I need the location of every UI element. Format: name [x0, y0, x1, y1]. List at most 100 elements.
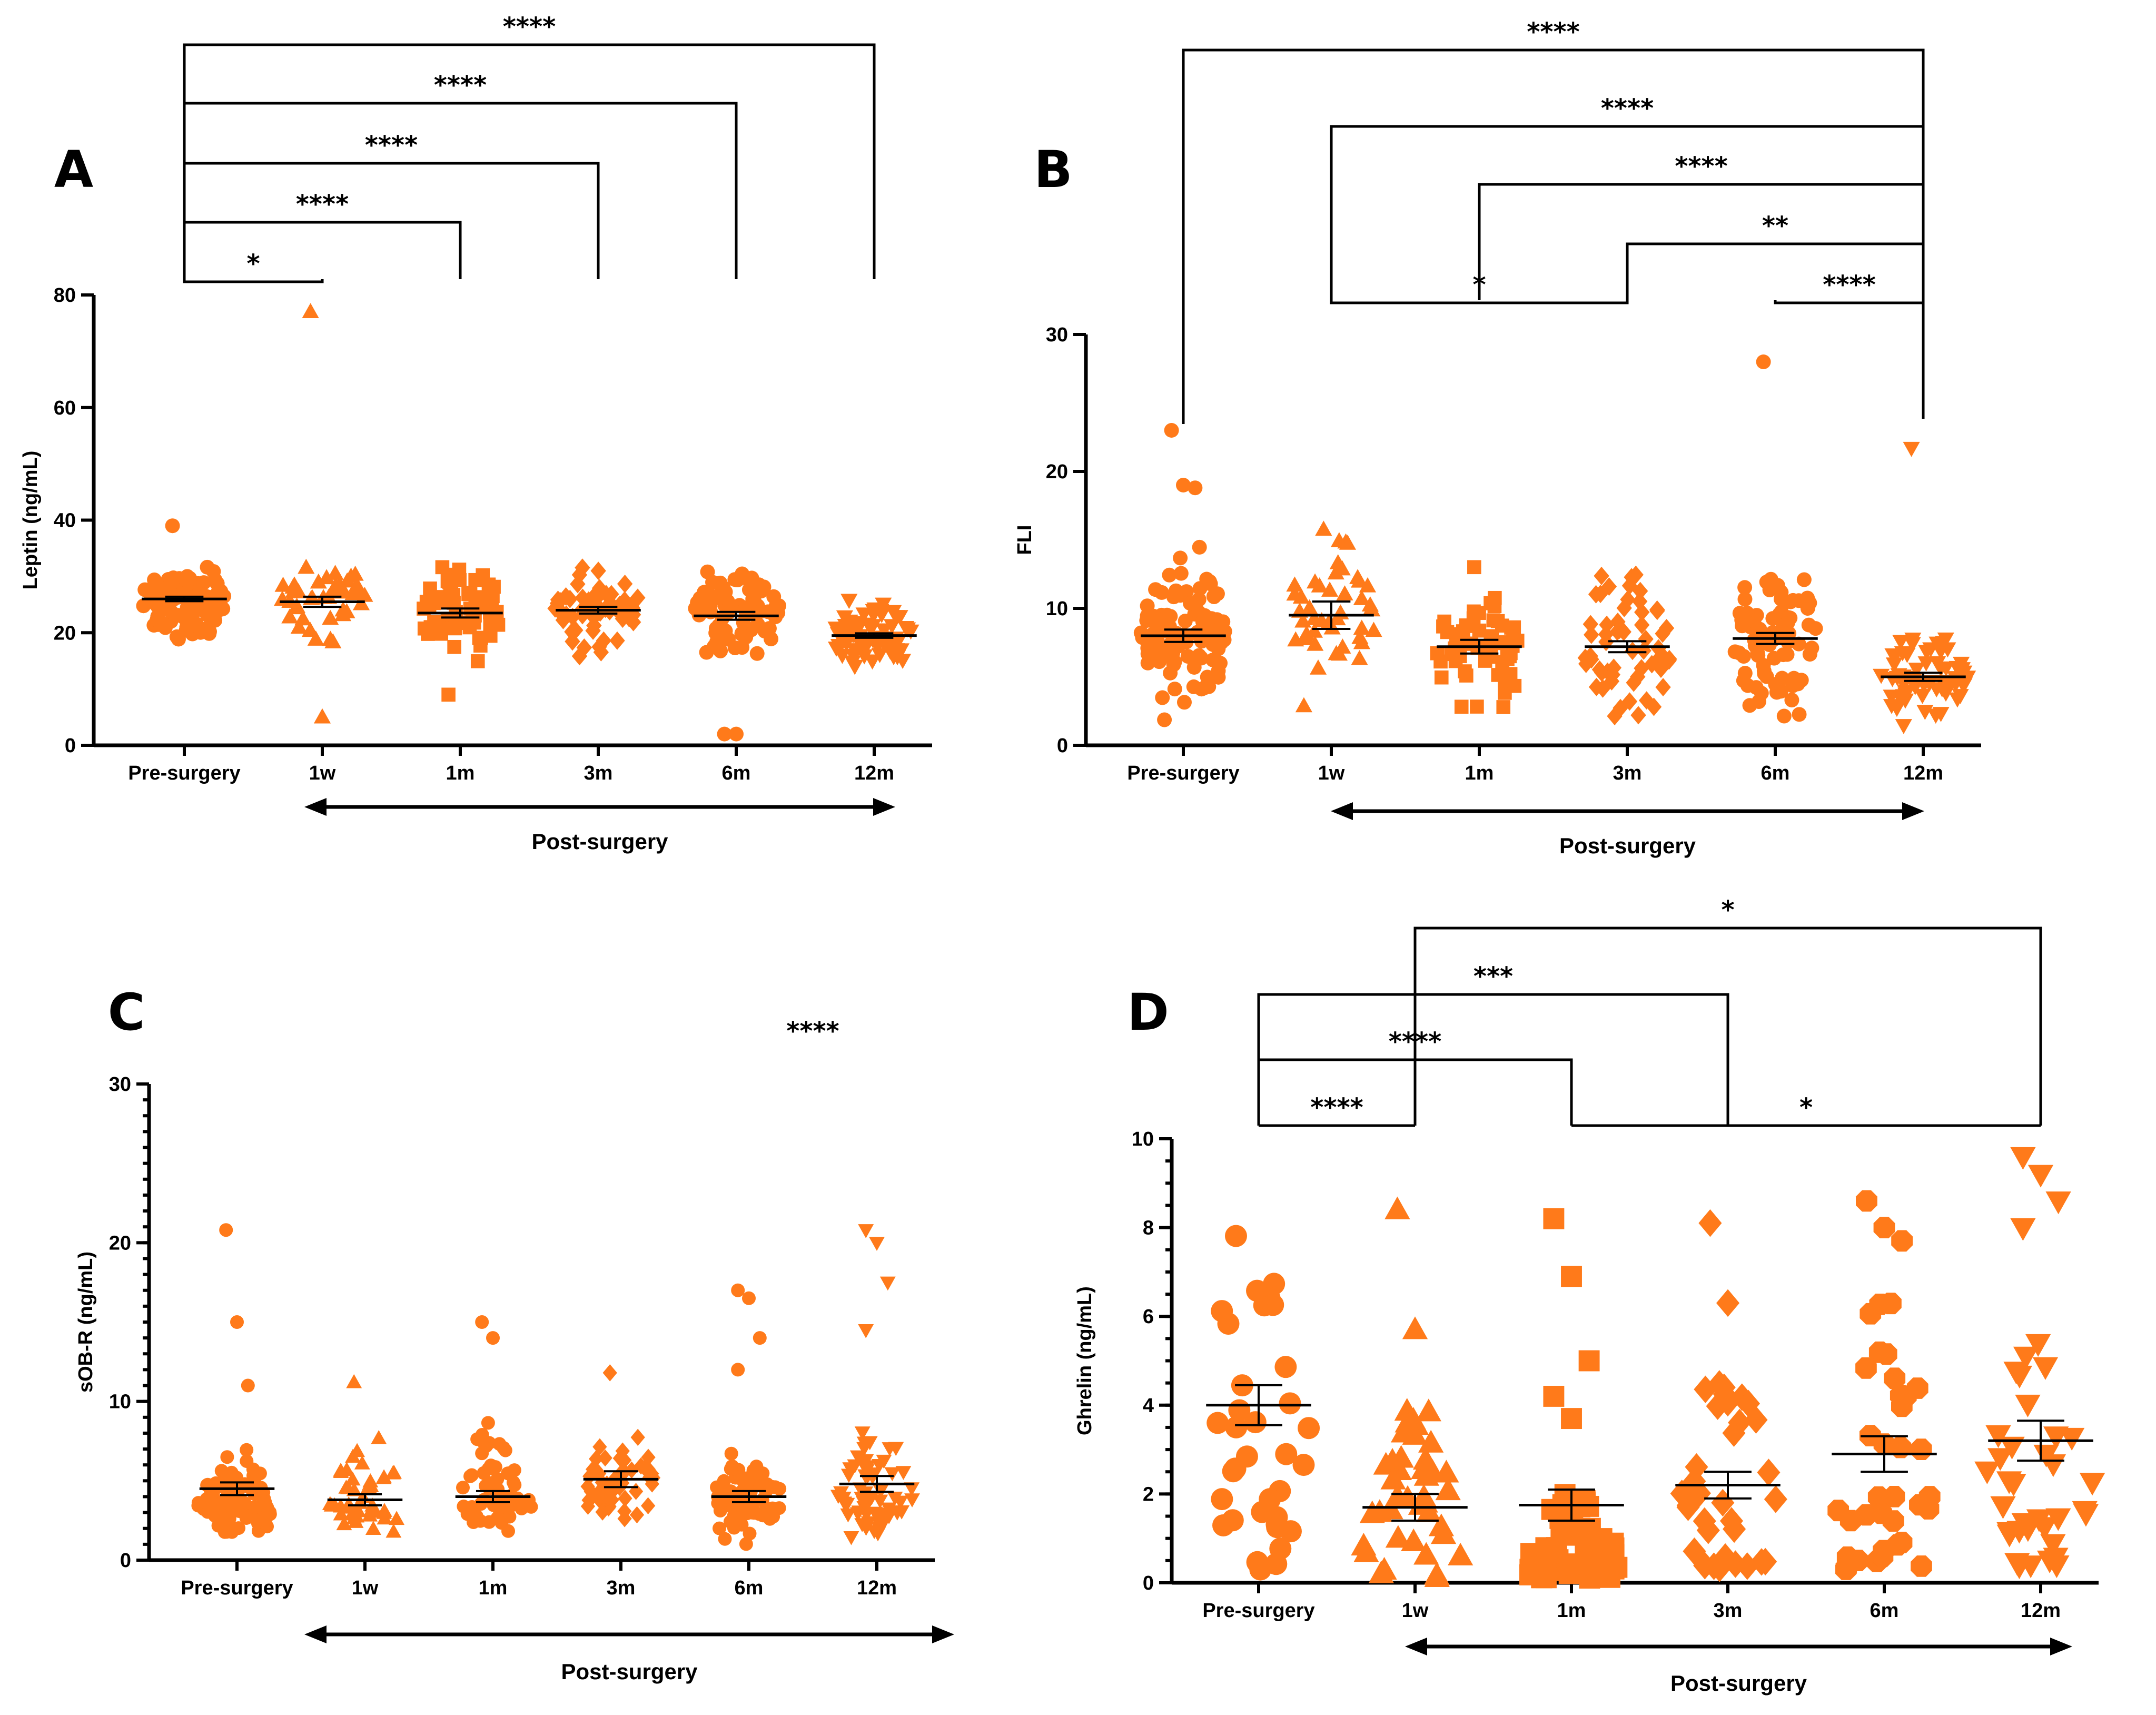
data-point: [1625, 642, 1640, 661]
data-point: [1616, 598, 1632, 617]
data-point: [1221, 1509, 1244, 1532]
data-point-outlier: [1176, 478, 1191, 492]
data-point: [1916, 705, 1934, 720]
y-tick-label: 20: [1046, 461, 1068, 483]
data-point: [310, 573, 327, 589]
arrow-left-head: [304, 798, 327, 816]
data-point: [481, 1476, 496, 1490]
data-point: [1728, 1408, 1752, 1437]
data-point: [1630, 667, 1646, 686]
data-point: [1762, 583, 1777, 598]
significance-stars: *: [1799, 1093, 1813, 1122]
significance-stars: ***: [1473, 962, 1513, 991]
data-point: [1279, 1392, 1301, 1415]
arrow-left-head: [1405, 1638, 1427, 1655]
x-axis-label: Post-surgery: [561, 1659, 698, 1684]
data-point: [1437, 614, 1451, 629]
data-point: [1413, 1542, 1439, 1565]
data-point: [1712, 1373, 1736, 1402]
arrow-left-head: [1331, 802, 1353, 820]
data-point: [864, 654, 881, 670]
data-point: [1706, 1392, 1729, 1420]
data-point-outlier: [1561, 1408, 1582, 1430]
data-point-outlier: [1856, 1190, 1877, 1212]
data-point-outlier: [2045, 1191, 2071, 1215]
data-point-outlier: [879, 1276, 896, 1291]
data-point: [837, 619, 854, 634]
series-12m: [1873, 441, 1976, 734]
data-point: [1685, 1453, 1708, 1481]
x-tick-label: 12m: [854, 762, 894, 784]
significance-bracket: *: [1413, 895, 2042, 1126]
data-point: [1388, 1445, 1414, 1468]
data-point: [1496, 700, 1511, 714]
data-point: [1166, 589, 1181, 605]
data-point: [589, 1450, 604, 1467]
significance-stars: ****: [503, 12, 556, 42]
data-point-outlier: [1698, 1209, 1722, 1237]
significance-stars: ****: [786, 1017, 839, 1046]
significance-bracket: ****: [183, 12, 876, 279]
data-point: [1448, 1543, 1473, 1566]
data-point: [2043, 1548, 2069, 1571]
series-Pre-surgery: [136, 518, 232, 647]
data-point: [1835, 1557, 1857, 1579]
data-point: [1737, 580, 1753, 595]
data-point: [1161, 624, 1176, 639]
series-12m: [827, 594, 919, 675]
significance-bracket: ****: [1257, 1027, 1573, 1126]
data-point: [419, 595, 434, 609]
data-point: [1292, 1454, 1315, 1476]
data-point: [836, 1496, 853, 1511]
data-point: [571, 565, 588, 584]
data-point-outlier: [731, 1363, 745, 1377]
data-point: [1603, 1558, 1625, 1580]
significance-stars: ****: [1527, 17, 1579, 47]
x-tick-label: 6m: [735, 1577, 764, 1599]
data-point: [222, 1512, 236, 1526]
data-point: [1454, 699, 1469, 714]
data-point: [1593, 585, 1608, 604]
data-point: [736, 1501, 750, 1515]
panel-letter: D: [1127, 983, 1169, 1042]
y-tick-label: 0: [120, 1550, 131, 1572]
data-point: [856, 1442, 873, 1456]
x-tick-label: Pre-surgery: [128, 762, 240, 784]
data-point: [1696, 1516, 1720, 1544]
data-point: [1578, 654, 1594, 673]
data-point: [1279, 1520, 1302, 1543]
data-point: [1895, 719, 1912, 734]
data-point: [1906, 680, 1924, 695]
data-point: [847, 1459, 863, 1474]
series-3m: [1670, 1209, 1787, 1582]
significance-bracket: ****: [1259, 1093, 1415, 1127]
data-point: [1200, 669, 1215, 685]
data-point: [1749, 1548, 1774, 1576]
data-point: [1827, 1500, 1849, 1522]
bracket-line: [1330, 300, 1629, 304]
y-tick-label: 4: [1143, 1395, 1154, 1417]
series-1w: [322, 1374, 405, 1538]
significance-bracket: *: [1330, 270, 1629, 304]
data-point: [871, 648, 888, 663]
series-Pre-surgery: [1133, 423, 1232, 727]
data-point-outlier: [313, 708, 331, 724]
x-tick-label: 6m: [722, 762, 751, 784]
data-point: [850, 1507, 866, 1522]
data-point: [849, 1450, 866, 1465]
x-tick-label: 1w: [1402, 1600, 1429, 1622]
data-point: [713, 1503, 727, 1517]
series-6m: [688, 564, 787, 742]
data-point: [1927, 708, 1944, 724]
data-point: [840, 1468, 857, 1483]
data-point: [1999, 1436, 2025, 1460]
x-tick-label: 3m: [584, 762, 613, 784]
x-tick-label: Pre-surgery: [181, 1577, 293, 1599]
data-point: [324, 633, 342, 648]
data-point: [467, 1515, 481, 1529]
data-point: [457, 1500, 471, 1514]
data-point: [365, 1521, 381, 1535]
data-point: [318, 569, 335, 585]
data-point: [1353, 1539, 1379, 1562]
data-point: [385, 1465, 401, 1480]
